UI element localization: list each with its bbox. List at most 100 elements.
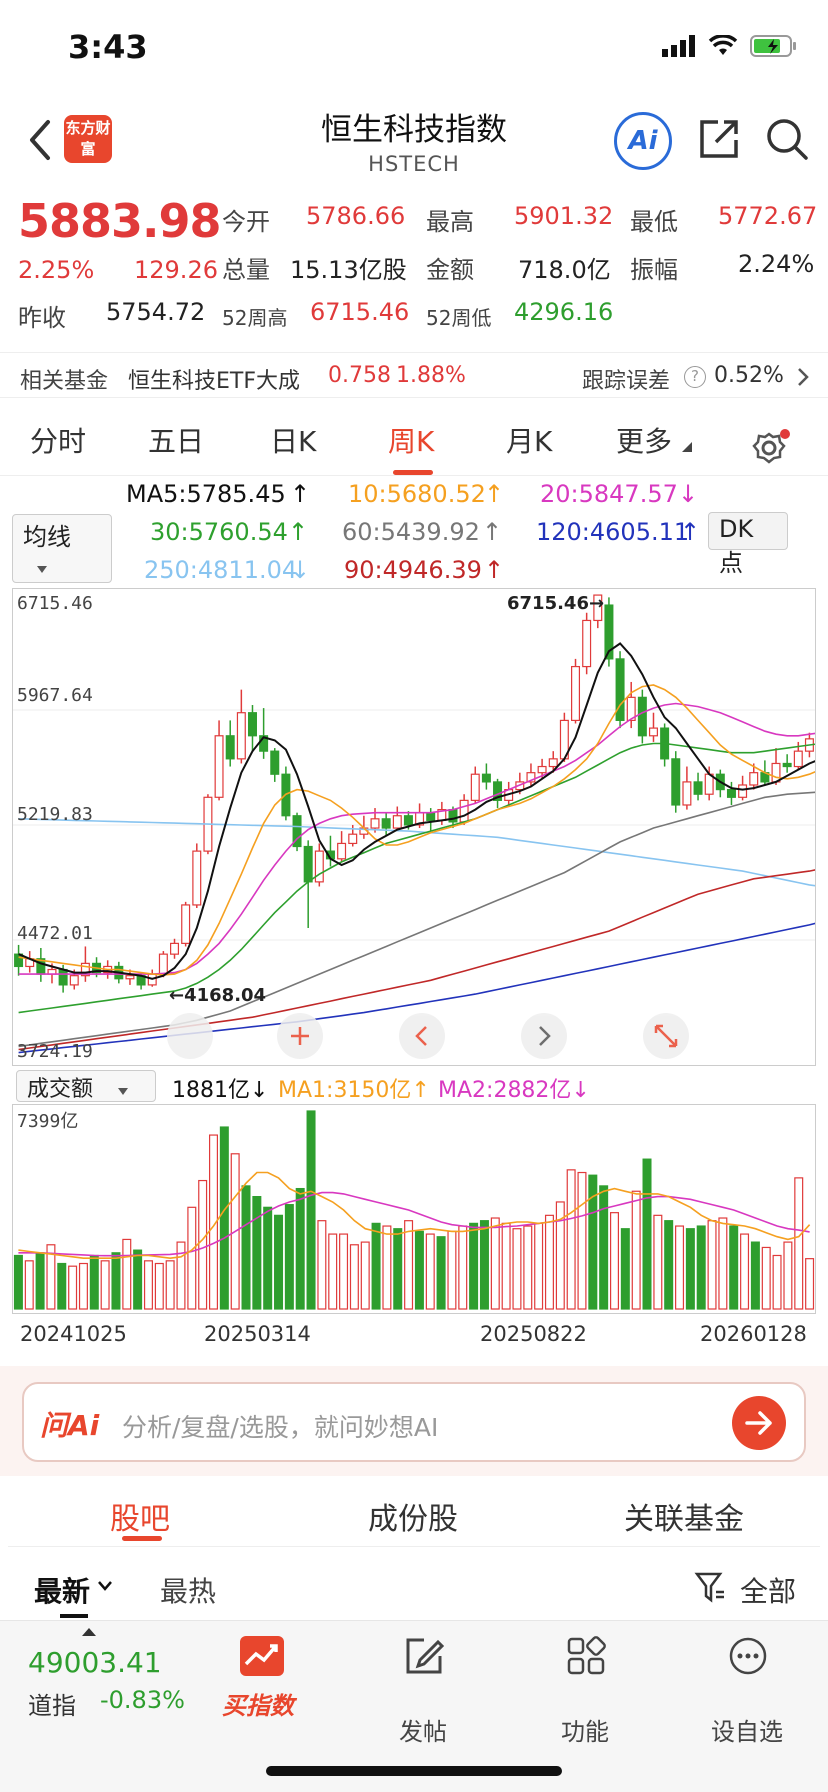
w52-high-label: 52周高 bbox=[222, 306, 288, 330]
candle-body bbox=[793, 750, 803, 768]
ma120-value: 120:4605.11 bbox=[536, 518, 690, 546]
period-tabs: 分时 五日 日K 周K 月K 更多 bbox=[0, 412, 828, 476]
buy-index-icon[interactable] bbox=[240, 1636, 284, 1676]
open-label: 今开 bbox=[222, 208, 270, 236]
candle-body bbox=[348, 833, 358, 845]
kline-chart[interactable]: 6715.46 5967.64 5219.83 4472.01 3724.19 … bbox=[12, 588, 828, 1066]
app-logo: 东方财富 bbox=[64, 115, 112, 163]
w52-high-value: 6715.46 bbox=[310, 298, 410, 326]
min-annotation: ←4168.04 bbox=[169, 985, 267, 1006]
candle-body bbox=[381, 818, 391, 829]
share-icon[interactable] bbox=[696, 116, 742, 162]
volume-bar bbox=[154, 1262, 164, 1310]
post-edit-icon[interactable] bbox=[404, 1636, 444, 1676]
tab-related-funds[interactable]: 关联基金 bbox=[624, 1502, 744, 1537]
w52-low-value: 4296.16 bbox=[514, 298, 614, 326]
dk-point-label: DK点 bbox=[719, 515, 754, 577]
kline-svg bbox=[13, 594, 828, 1054]
related-fund-row[interactable]: 相关基金 恒生科技ETF大成 0.758 1.88% 跟踪误差 ? 0.52% bbox=[0, 352, 828, 398]
candle-body bbox=[69, 975, 79, 986]
volume-bar bbox=[523, 1225, 533, 1310]
dk-point-button[interactable]: DK点 bbox=[708, 512, 788, 577]
volume-svg bbox=[13, 1110, 815, 1310]
scroll-right-button[interactable] bbox=[521, 1013, 567, 1059]
tab-daily-k[interactable]: 日K bbox=[270, 425, 317, 458]
ma10-value: 10:5680.52 bbox=[348, 480, 486, 508]
back-icon[interactable] bbox=[26, 118, 56, 162]
filter-latest[interactable]: 最新 bbox=[34, 1575, 91, 1608]
plus-icon bbox=[291, 1027, 309, 1045]
volume-bar bbox=[707, 1220, 717, 1310]
ma-selector-label: 均线 bbox=[23, 523, 71, 551]
tab-more[interactable]: 更多 bbox=[616, 425, 673, 458]
volume-indicator-selector[interactable]: 成交额 bbox=[16, 1070, 156, 1102]
post-label[interactable]: 发帖 bbox=[399, 1718, 447, 1746]
volume-bar bbox=[317, 1220, 327, 1310]
tab-five-day[interactable]: 五日 bbox=[148, 425, 205, 458]
candle-body bbox=[771, 762, 781, 783]
volume-bar bbox=[404, 1220, 414, 1310]
ma120-line bbox=[18, 919, 828, 1054]
status-icons bbox=[662, 34, 798, 58]
volume-bar bbox=[805, 1258, 815, 1310]
filter-all[interactable]: 全部 bbox=[740, 1575, 797, 1608]
volume-bar bbox=[35, 1252, 45, 1310]
candle-body bbox=[181, 904, 191, 944]
volume-bar bbox=[143, 1260, 153, 1310]
candle-body bbox=[593, 594, 603, 622]
candle-body bbox=[370, 818, 380, 829]
ask-ai-submit-button[interactable] bbox=[732, 1396, 786, 1450]
ask-ai-input[interactable]: 问Ai 分析/复盘/选股，就问妙想AI bbox=[22, 1382, 806, 1462]
add-watch-icon[interactable] bbox=[728, 1636, 768, 1676]
tab-guba[interactable]: 股吧 bbox=[110, 1502, 170, 1537]
filter-funnel-icon[interactable] bbox=[694, 1570, 726, 1604]
functions-grid-icon[interactable] bbox=[566, 1636, 606, 1676]
ma30-value: 30:5760.54 bbox=[150, 518, 288, 546]
y-tick-4: 4472.01 bbox=[17, 923, 93, 944]
home-indicator bbox=[266, 1766, 562, 1776]
candle-body bbox=[247, 712, 257, 737]
volume-bar bbox=[696, 1225, 706, 1310]
volume-bar bbox=[198, 1179, 208, 1310]
tab-constituents[interactable]: 成份股 bbox=[368, 1502, 458, 1537]
ticker-percent: -0.83% bbox=[100, 1686, 185, 1714]
scroll-left-button[interactable] bbox=[399, 1013, 445, 1059]
ma-selector[interactable]: 均线 bbox=[12, 514, 112, 583]
fullscreen-button[interactable] bbox=[643, 1013, 689, 1059]
volume-bar bbox=[772, 1254, 782, 1310]
chart-minus-button[interactable] bbox=[167, 1013, 213, 1059]
tab-intraday[interactable]: 分时 bbox=[30, 425, 87, 458]
candle-body bbox=[537, 765, 547, 774]
settings-gear-icon[interactable] bbox=[752, 428, 790, 466]
candle-body bbox=[526, 772, 536, 783]
candle-body bbox=[782, 762, 792, 768]
candle-body bbox=[571, 665, 581, 722]
candle-body bbox=[270, 750, 280, 775]
zoom-in-button[interactable] bbox=[277, 1013, 323, 1059]
volume-bar bbox=[653, 1214, 663, 1310]
add-watch-label[interactable]: 设自选 bbox=[711, 1718, 783, 1746]
ma250-value: 250:4811.04 bbox=[144, 556, 298, 584]
ask-ai-placeholder: 分析/复盘/选股，就问妙想AI bbox=[122, 1413, 439, 1442]
tab-monthly-k[interactable]: 月K bbox=[506, 425, 553, 458]
volume-bar bbox=[501, 1222, 511, 1310]
volume-bar bbox=[469, 1222, 479, 1310]
volume-bar bbox=[479, 1220, 489, 1310]
volume-bar bbox=[57, 1262, 67, 1310]
fund-name[interactable]: 恒生科技ETF大成 bbox=[128, 369, 300, 394]
buy-index-label[interactable]: 买指数 bbox=[222, 1692, 294, 1720]
candle-body bbox=[648, 727, 658, 737]
volume-chart[interactable]: 7399亿 bbox=[12, 1104, 816, 1314]
tab-weekly-k[interactable]: 周K bbox=[388, 425, 435, 458]
candle-body bbox=[403, 815, 413, 826]
volume-bar bbox=[89, 1254, 99, 1310]
related-fund-label: 相关基金 bbox=[20, 369, 109, 394]
ticker-value[interactable]: 49003.41 bbox=[28, 1646, 162, 1679]
functions-label[interactable]: 功能 bbox=[561, 1718, 609, 1746]
date-tick-2: 20250314 bbox=[204, 1322, 311, 1346]
filter-hottest[interactable]: 最热 bbox=[160, 1575, 217, 1608]
ai-button[interactable]: Ai bbox=[614, 112, 672, 170]
search-icon[interactable] bbox=[764, 116, 810, 162]
help-icon[interactable]: ? bbox=[684, 366, 706, 388]
ma10-line bbox=[18, 684, 828, 976]
